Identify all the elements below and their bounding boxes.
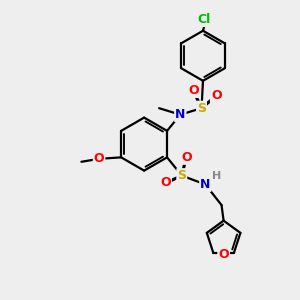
Text: O: O <box>188 84 199 97</box>
Text: O: O <box>160 176 171 190</box>
Text: N: N <box>175 108 185 121</box>
Text: N: N <box>200 178 211 191</box>
Text: O: O <box>181 151 191 164</box>
Text: S: S <box>197 102 206 115</box>
Text: H: H <box>212 171 221 181</box>
Text: O: O <box>94 152 104 165</box>
Text: S: S <box>177 169 186 182</box>
Text: O: O <box>211 89 221 102</box>
Text: Cl: Cl <box>198 13 211 26</box>
Text: O: O <box>218 248 229 262</box>
